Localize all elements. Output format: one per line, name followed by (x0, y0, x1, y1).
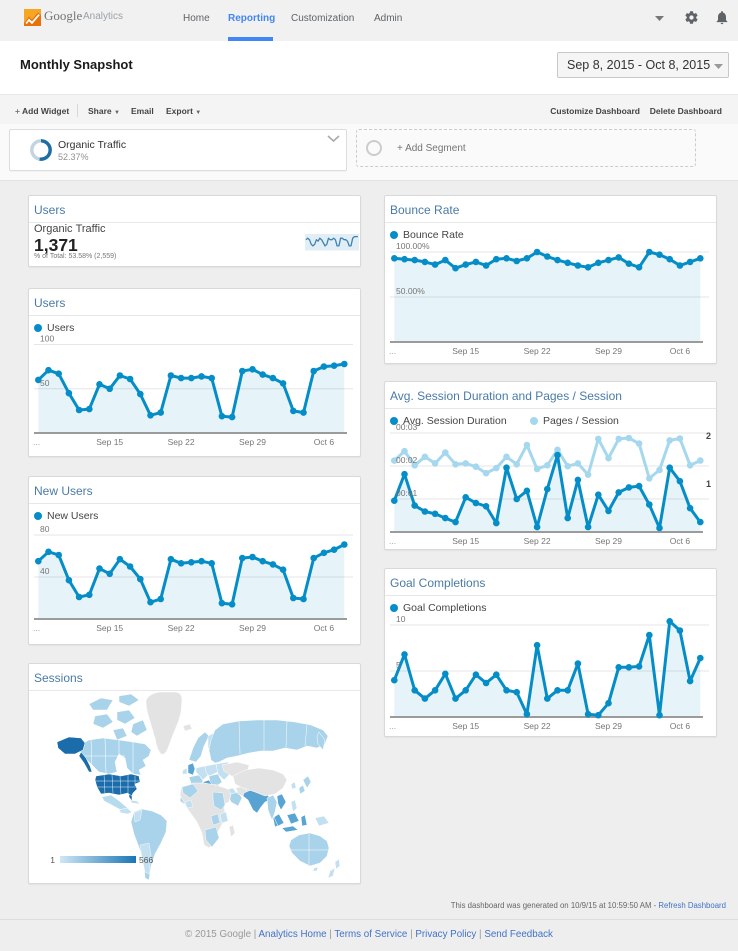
svg-text:Sep 15: Sep 15 (452, 536, 479, 546)
svg-text:Sep 15: Sep 15 (452, 721, 479, 731)
svg-text:Sep 22: Sep 22 (524, 721, 551, 731)
svg-text:Sep 22: Sep 22 (168, 437, 195, 447)
svg-text:Sep 29: Sep 29 (239, 437, 266, 447)
svg-text:100.00%: 100.00% (396, 241, 430, 251)
svg-text:Oct 6: Oct 6 (314, 437, 335, 447)
svg-text:00:01: 00:01 (396, 488, 418, 498)
svg-text:Sep 22: Sep 22 (524, 346, 551, 356)
svg-text:Oct 6: Oct 6 (670, 346, 691, 356)
svg-text:...: ... (389, 721, 396, 731)
svg-text:Oct 6: Oct 6 (670, 536, 691, 546)
svg-text:Sep 29: Sep 29 (595, 346, 622, 356)
svg-text:Sep 15: Sep 15 (96, 437, 123, 447)
svg-text:50.00%: 50.00% (396, 286, 425, 296)
svg-text:2: 2 (706, 431, 711, 441)
svg-text:40: 40 (40, 566, 50, 576)
svg-text:...: ... (33, 623, 40, 633)
svg-text:80: 80 (40, 524, 50, 534)
svg-text:...: ... (389, 346, 396, 356)
svg-text:...: ... (33, 437, 40, 447)
svg-text:566: 566 (139, 855, 153, 865)
svg-text:Oct 6: Oct 6 (314, 623, 335, 633)
svg-text:Sep 29: Sep 29 (595, 721, 622, 731)
svg-text:1: 1 (50, 855, 55, 865)
svg-text:00:02: 00:02 (396, 455, 418, 465)
svg-text:...: ... (389, 536, 396, 546)
svg-text:Sep 29: Sep 29 (239, 623, 266, 633)
svg-text:Sep 15: Sep 15 (452, 346, 479, 356)
svg-text:50: 50 (40, 378, 50, 388)
svg-text:1: 1 (706, 479, 711, 489)
svg-text:Sep 22: Sep 22 (168, 623, 195, 633)
svg-text:5: 5 (396, 660, 401, 670)
svg-text:100: 100 (40, 334, 54, 344)
svg-text:Sep 29: Sep 29 (595, 536, 622, 546)
svg-text:10: 10 (396, 614, 406, 624)
svg-text:Sep 22: Sep 22 (524, 536, 551, 546)
svg-text:00:03: 00:03 (396, 422, 418, 432)
svg-text:Sep 15: Sep 15 (96, 623, 123, 633)
svg-text:Oct 6: Oct 6 (670, 721, 691, 731)
